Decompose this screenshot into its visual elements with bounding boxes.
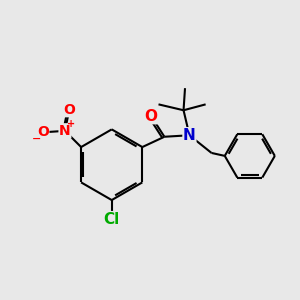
Text: +: + (67, 119, 76, 129)
Text: O: O (145, 109, 158, 124)
Text: −: − (32, 134, 42, 144)
Text: Cl: Cl (103, 212, 120, 227)
Text: O: O (63, 103, 75, 117)
Text: O: O (37, 125, 49, 139)
Text: N: N (59, 124, 71, 138)
Text: N: N (183, 128, 196, 143)
